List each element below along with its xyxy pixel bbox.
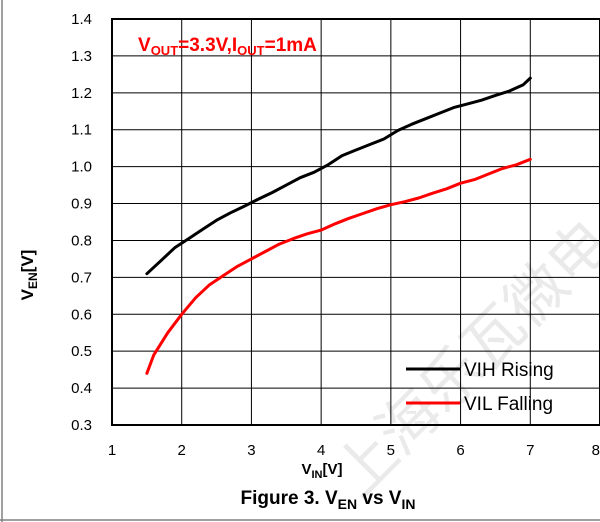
series-line-vih-rising xyxy=(145,76,532,276)
legend-label-vih: VIH Rising xyxy=(464,360,554,381)
y-tick-label: 0.7 xyxy=(71,269,92,286)
x-tick-label: 6 xyxy=(456,442,464,459)
y-tick-label: 0.9 xyxy=(71,196,92,213)
series-layer xyxy=(145,76,532,375)
x-axis-label: VIN[V] xyxy=(301,461,342,481)
y-tick-label: 0.4 xyxy=(71,380,92,397)
y-tick-label: 1.2 xyxy=(71,85,92,102)
y-tick-label: 0.3 xyxy=(71,417,92,434)
y-tick-label: 1.4 xyxy=(71,11,92,28)
legend-label-vil: VIL Falling xyxy=(464,394,553,415)
x-tick-label: 5 xyxy=(387,442,395,459)
plot-area xyxy=(111,18,600,426)
condition-annotation: VOUT=3.3V,IOUT=1mA xyxy=(138,35,317,58)
y-tick-label: 0.5 xyxy=(71,343,92,360)
x-tick-labels: 1 2 3 4 5 6 7 8 xyxy=(108,442,600,459)
series-line-vil-falling xyxy=(145,157,532,375)
x-tick-label: 3 xyxy=(247,442,255,459)
y-tick-label: 1.1 xyxy=(71,122,92,139)
legend: VIH Rising VIL Falling xyxy=(406,360,554,415)
y-axis-label: VEN[V] xyxy=(18,250,40,301)
x-tick-label: 7 xyxy=(526,442,534,459)
y-tick-label: 1.3 xyxy=(71,48,92,65)
figure-caption: Figure 3. VEN vs VIN xyxy=(241,488,416,512)
x-tick-label: 8 xyxy=(592,442,600,459)
x-tick-label: 1 xyxy=(108,442,116,459)
y-tick-label: 0.8 xyxy=(71,232,92,249)
x-tick-label: 4 xyxy=(317,442,325,459)
x-tick-label: 2 xyxy=(178,442,186,459)
y-tick-label: 1.0 xyxy=(71,159,92,176)
y-tick-labels: 0.3 0.4 0.5 0.6 0.7 0.8 0.9 1.0 1.1 1.2 1.3 1.4 xyxy=(71,11,92,434)
y-tick-label: 0.6 xyxy=(71,306,92,323)
